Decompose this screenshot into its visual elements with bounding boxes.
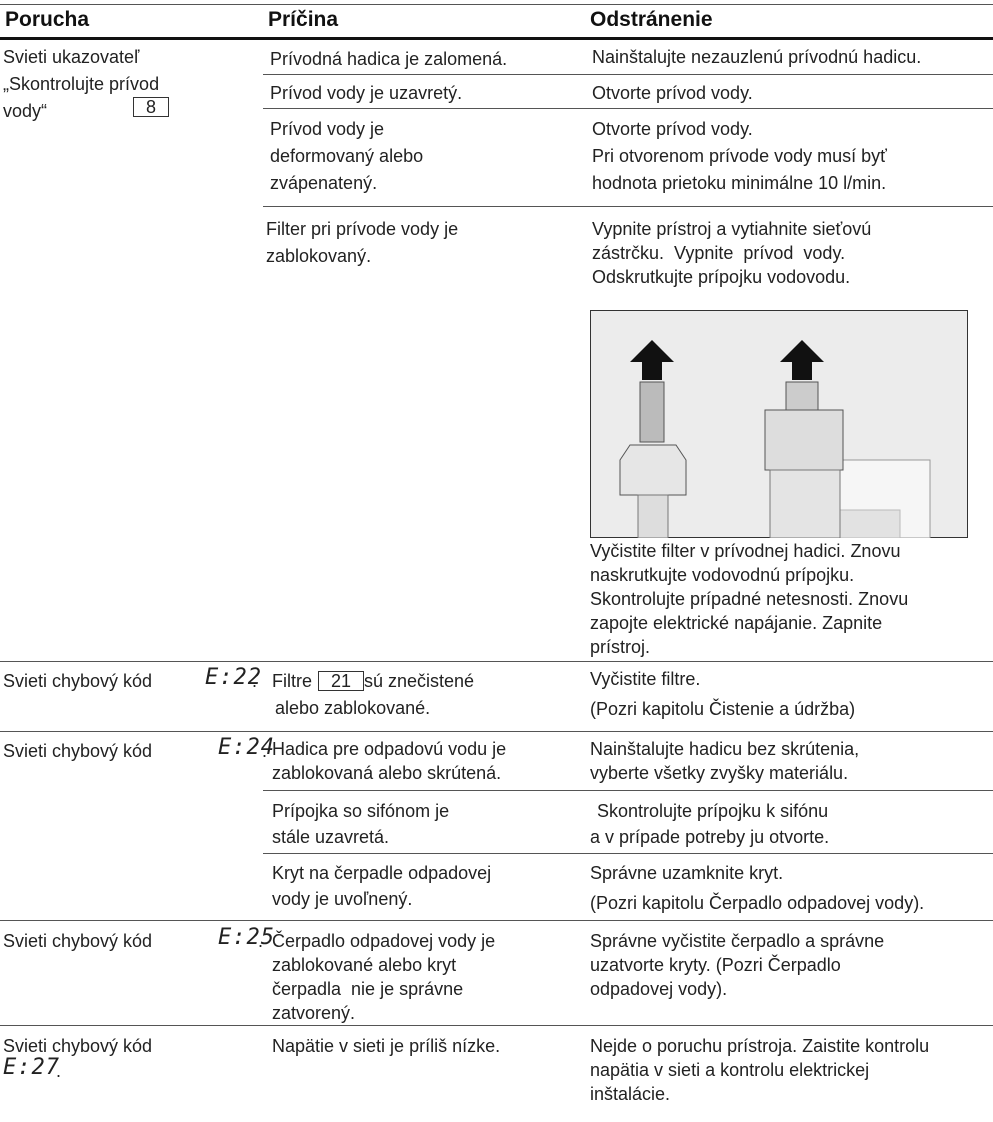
causes-1-cause: Prívod vody je uzavretý. [270,83,463,103]
causes-0-remedy: Správne vyčistite čerpadlo a správne [590,931,885,951]
causes-0-remedy: Nainštalujte hadicu bez skrútenia, [590,739,860,759]
header-remedy: Odstránenie [590,8,713,31]
fault-suffix: . [56,1061,62,1081]
causes-0-remedy: (Pozri kapitolu Čistenie a údržba) [590,699,856,719]
fault: Svieti ukazovateľ [3,47,140,67]
row-separator [263,790,993,791]
causes-0-remedy: uzatvorte kryty. (Pozri Čerpadlo [590,955,841,975]
fault: Svieti chybový kód [3,931,153,951]
causes-0-remedy: odpadovej vody). [590,979,728,999]
header-fault: Porucha [5,8,90,31]
code: E:25 [218,925,275,950]
causes-0-part: 21 [318,671,365,691]
causes-0-remedy: napätia v sieti a kontrolu elektrickej [590,1060,870,1080]
fault: vody“ [3,101,48,121]
fault: Svieti chybový kód [3,671,153,691]
fault: Svieti chybový kód [3,741,153,761]
row-separator [263,206,993,207]
causes-3-remedy: Odskrutkujte prípojku vodovodu. [592,267,851,287]
row-separator [263,108,993,109]
causes-2-remedy: Pri otvorenom prívode vody musí byť [592,146,887,166]
fault: „Skontrolujte prívod [3,74,160,94]
causes-3-remedy: Vypnite prístroj a vytiahnite sieťovú [592,219,872,239]
indicator: 8 [133,97,170,117]
causes-2-cause: vody je uvoľnený. [272,889,413,909]
top-rule [0,4,993,5]
filter-illustration [590,310,968,538]
causes-0-cause: Napätie v sieti je príliš nízke. [272,1036,501,1056]
causes-2-remedy: hodnota prietoku minimálne 10 l/min. [592,173,887,193]
causes-3-remedy-after-image: Vyčistite filter v prívodnej hadici. Zno… [590,541,901,561]
causes-0-cause: Prívodná hadica je zalomená. [270,49,508,69]
causes-3-cause: zablokovaný. [266,246,372,266]
causes-2-remedy: Správne uzamknite kryt. [590,863,784,883]
causes-1-cause: stále uzavretá. [272,827,390,847]
causes-2-remedy: Otvorte prívod vody. [592,119,753,139]
causes-2-remedy: (Pozri kapitolu Čerpadlo odpadovej vody)… [590,893,925,913]
fault: Svieti chybový kód [3,1036,153,1056]
causes-1-remedy: a v prípade potreby ju otvorte. [590,827,830,847]
code: E:24 [218,735,275,760]
header-rule [0,37,993,40]
causes-1-remedy: Skontrolujte prípojku k sifónu [592,801,829,821]
causes-0-cause: zatvorený. [272,1003,356,1023]
causes-0-cause: Hadica pre odpadovú vodu je [272,739,507,759]
causes-0-cause: alebo zablokované. [275,698,431,718]
causes-3-cause: Filter pri prívode vody je [266,219,459,239]
causes-3-remedy-after-image: prístroj. [590,637,651,657]
causes-3-remedy: zástrčku. Vypnite prívod vody. [592,243,846,263]
causes-0-cause: čerpadla nie je správne [272,979,464,999]
causes-0-remedy: inštalácie. [590,1084,671,1104]
row-separator [263,853,993,854]
causes-2-cause: Prívod vody je [270,119,385,139]
causes-0-cause: zablokovaná alebo skrútená. [272,763,502,783]
causes-0-remedy: Nainštalujte nezauzlenú prívodnú hadicu. [592,47,922,67]
causes-2-cause: deformovaný alebo [270,146,424,166]
row-separator [0,661,993,662]
causes-3-remedy-after-image: Skontrolujte prípadné netesnosti. Znovu [590,589,909,609]
row-separator [0,1025,993,1026]
causes-0-remedy: Vyčistite filtre. [590,669,701,689]
causes-2-cause: Kryt na čerpadle odpadovej [272,863,492,883]
causes-3-remedy-after-image: naskrutkujte vodovodnú prípojku. [590,565,855,585]
row-separator [0,920,993,921]
causes-0-cause: zablokované alebo kryt [272,955,457,975]
fault-suffix: . [262,741,268,761]
causes-0-remedy: Nejde o poruchu prístroja. Zaistite kont… [590,1036,930,1056]
code: E:22 [205,665,262,690]
header-cause: Príčina [268,8,339,31]
causes-1-cause: Prípojka so sifónom je [272,801,450,821]
causes-3-remedy-after-image: zapojte elektrické napájanie. Zapnite [590,613,883,633]
causes-0-cause: Čerpadlo odpadovej vody je [272,931,496,951]
row-separator [263,74,993,75]
causes-2-cause: zvápenatený. [270,173,378,193]
row-separator [0,731,993,732]
causes-1-remedy: Otvorte prívod vody. [592,83,753,103]
causes-0-remedy: vyberte všetky zvyšky materiálu. [590,763,849,783]
causes-0-cause: sú znečistené [364,671,475,691]
fault-suffix: . [252,671,258,691]
code: E:27 [3,1055,60,1080]
causes-0-cause-prefix: Filtre [272,671,312,691]
fault-suffix: . [258,931,264,951]
